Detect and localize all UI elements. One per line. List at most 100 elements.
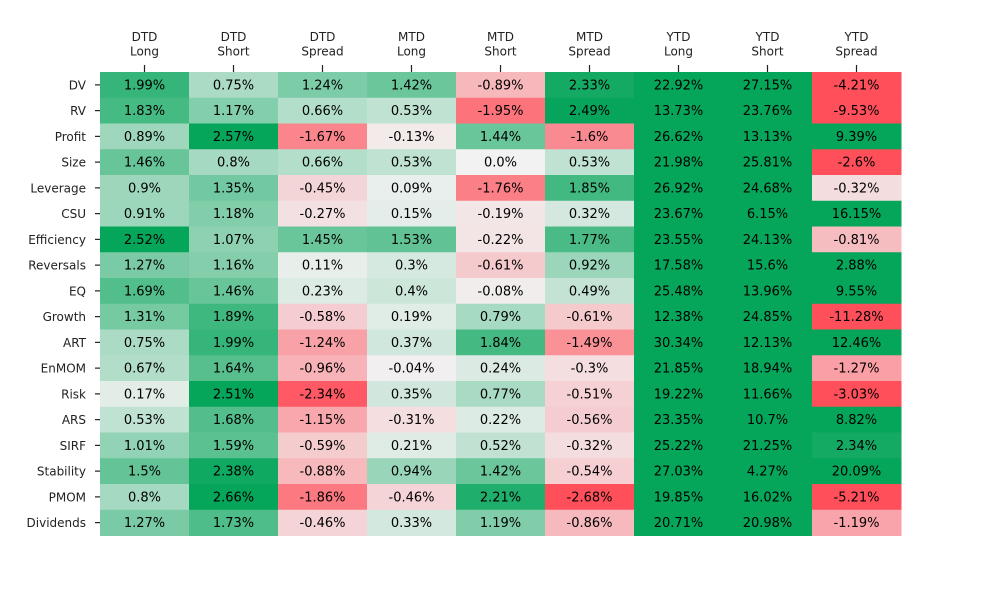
cell-value: -0.22% (478, 233, 524, 248)
heatmap-cell (100, 303, 190, 330)
heatmap-cell (100, 509, 190, 536)
cell-value: -0.32% (834, 181, 880, 196)
cell-value: -0.13% (389, 130, 435, 145)
heatmap-cell (367, 406, 457, 433)
row-label: SIRF (60, 439, 86, 453)
cell-value: 0.49% (569, 284, 610, 299)
heatmap-cell (812, 252, 902, 279)
cell-value: -0.51% (567, 387, 613, 402)
cell-value: -0.59% (300, 439, 346, 454)
cell-value: 21.85% (654, 362, 704, 377)
heatmap-cell (100, 406, 190, 433)
heatmap-cell (456, 252, 546, 279)
heatmap-cell (545, 381, 635, 408)
column-label-line: Short (484, 45, 516, 59)
heatmap-cell (545, 329, 635, 356)
heatmap-cell (367, 355, 457, 382)
cell-value: 2.57% (213, 130, 254, 145)
cell-value: 0.35% (391, 387, 432, 402)
heatmap-cell (367, 97, 457, 124)
cell-value: -1.49% (567, 336, 613, 351)
cell-value: 12.38% (654, 310, 704, 325)
cell-value: 1.27% (124, 516, 165, 531)
cell-value: -1.6% (571, 130, 609, 145)
cell-value: 1.45% (302, 233, 343, 248)
heatmap-cell (723, 123, 813, 150)
heatmap-cell (367, 432, 457, 459)
heatmap-cell (545, 458, 635, 485)
heatmap-cell (723, 72, 813, 99)
heatmap-cell (545, 123, 635, 150)
heatmap-cell (367, 252, 457, 279)
column-label: DTD Spread (301, 30, 343, 59)
heatmap-cell (278, 381, 368, 408)
heatmap-cell (723, 432, 813, 459)
row-label: PMOM (49, 490, 86, 504)
column-label-line: YTD (666, 30, 691, 44)
cell-value: 2.38% (213, 465, 254, 480)
cell-value: 2.51% (213, 387, 254, 402)
heatmap-cell (100, 252, 190, 279)
row-label: DV (69, 78, 87, 92)
cell-value: 1.35% (213, 181, 254, 196)
cell-value: -0.89% (478, 78, 524, 93)
cell-value: -1.27% (834, 362, 880, 377)
cell-value: -1.95% (478, 104, 524, 119)
heatmap-cell (100, 97, 190, 124)
heatmap-cell (634, 278, 724, 305)
cell-value: 1.19% (480, 516, 521, 531)
cell-value: 0.0% (484, 156, 517, 171)
heatmap-cell (723, 97, 813, 124)
heatmap-cell (634, 329, 724, 356)
cell-value: -3.03% (834, 387, 880, 402)
cell-value: 0.91% (124, 207, 165, 222)
heatmap-cell (189, 123, 279, 150)
heatmap-cell (634, 200, 724, 227)
cell-value: 0.23% (302, 284, 343, 299)
heatmap-cell (278, 252, 368, 279)
column-label-line: MTD (576, 30, 603, 44)
cell-value: -1.76% (478, 181, 524, 196)
heatmap-cell (278, 149, 368, 176)
cell-value: -11.28% (829, 310, 883, 325)
heatmap-cell (456, 458, 546, 485)
heatmap-cell (189, 509, 279, 536)
cell-value: 1.77% (569, 233, 610, 248)
heatmap-cell (456, 329, 546, 356)
cell-value: 0.94% (391, 465, 432, 480)
heatmap-cell (634, 175, 724, 202)
heatmap-cell (456, 406, 546, 433)
cell-value: 1.64% (213, 362, 254, 377)
cell-value: 23.67% (654, 207, 704, 222)
heatmap-cell (456, 226, 546, 253)
heatmap-cell (278, 278, 368, 305)
heatmap-cell (545, 175, 635, 202)
heatmap-cell (545, 432, 635, 459)
heatmap-cell (812, 123, 902, 150)
column-label: YTD Spread (835, 30, 877, 59)
heatmap-cell (812, 226, 902, 253)
cell-value: 13.96% (743, 284, 793, 299)
heatmap-cell (812, 355, 902, 382)
cell-value: -0.27% (300, 207, 346, 222)
cell-value: 27.15% (743, 78, 793, 93)
cell-value: 0.52% (480, 439, 521, 454)
cell-value: 0.17% (124, 387, 165, 402)
heatmap-cell (456, 432, 546, 459)
column-label: DTD Long (130, 30, 159, 59)
cell-value: 1.69% (124, 284, 165, 299)
heatmap-cell (367, 175, 457, 202)
heatmap-cell (100, 72, 190, 99)
column-label-line: Spread (835, 45, 877, 59)
cell-value: 1.24% (302, 78, 343, 93)
cell-value: 0.92% (569, 259, 610, 274)
row-label: Profit (55, 130, 87, 144)
heatmap-cell (545, 278, 635, 305)
cell-value: -0.46% (389, 490, 435, 505)
cell-value: 25.22% (654, 439, 704, 454)
heatmap-cell (278, 484, 368, 511)
heatmap-cell (723, 303, 813, 330)
cell-value: -9.53% (834, 104, 880, 119)
cell-value: 0.75% (213, 78, 254, 93)
cell-value: -0.19% (478, 207, 524, 222)
